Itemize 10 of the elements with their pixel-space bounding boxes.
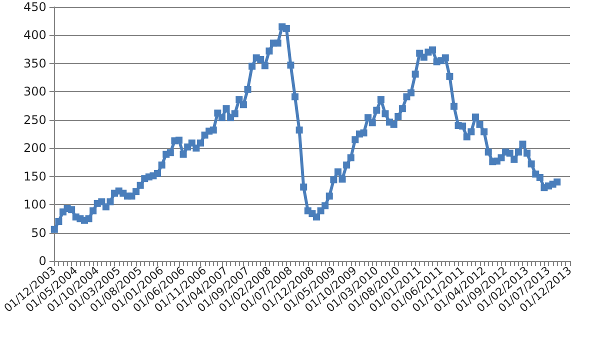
y-tick-label: 50: [31, 226, 46, 240]
y-tick-label: 250: [23, 112, 46, 127]
y-tick-label: 100: [23, 198, 46, 212]
y-tick-label: 0: [38, 254, 46, 268]
y-tick-label: 400: [23, 28, 46, 42]
y-tick-label: 200: [23, 141, 46, 156]
y-tick-label: 300: [23, 84, 46, 99]
y-tick-label: 150: [23, 169, 46, 184]
y-tick-label: 450: [23, 0, 46, 14]
y-tick-label: 350: [23, 56, 46, 70]
